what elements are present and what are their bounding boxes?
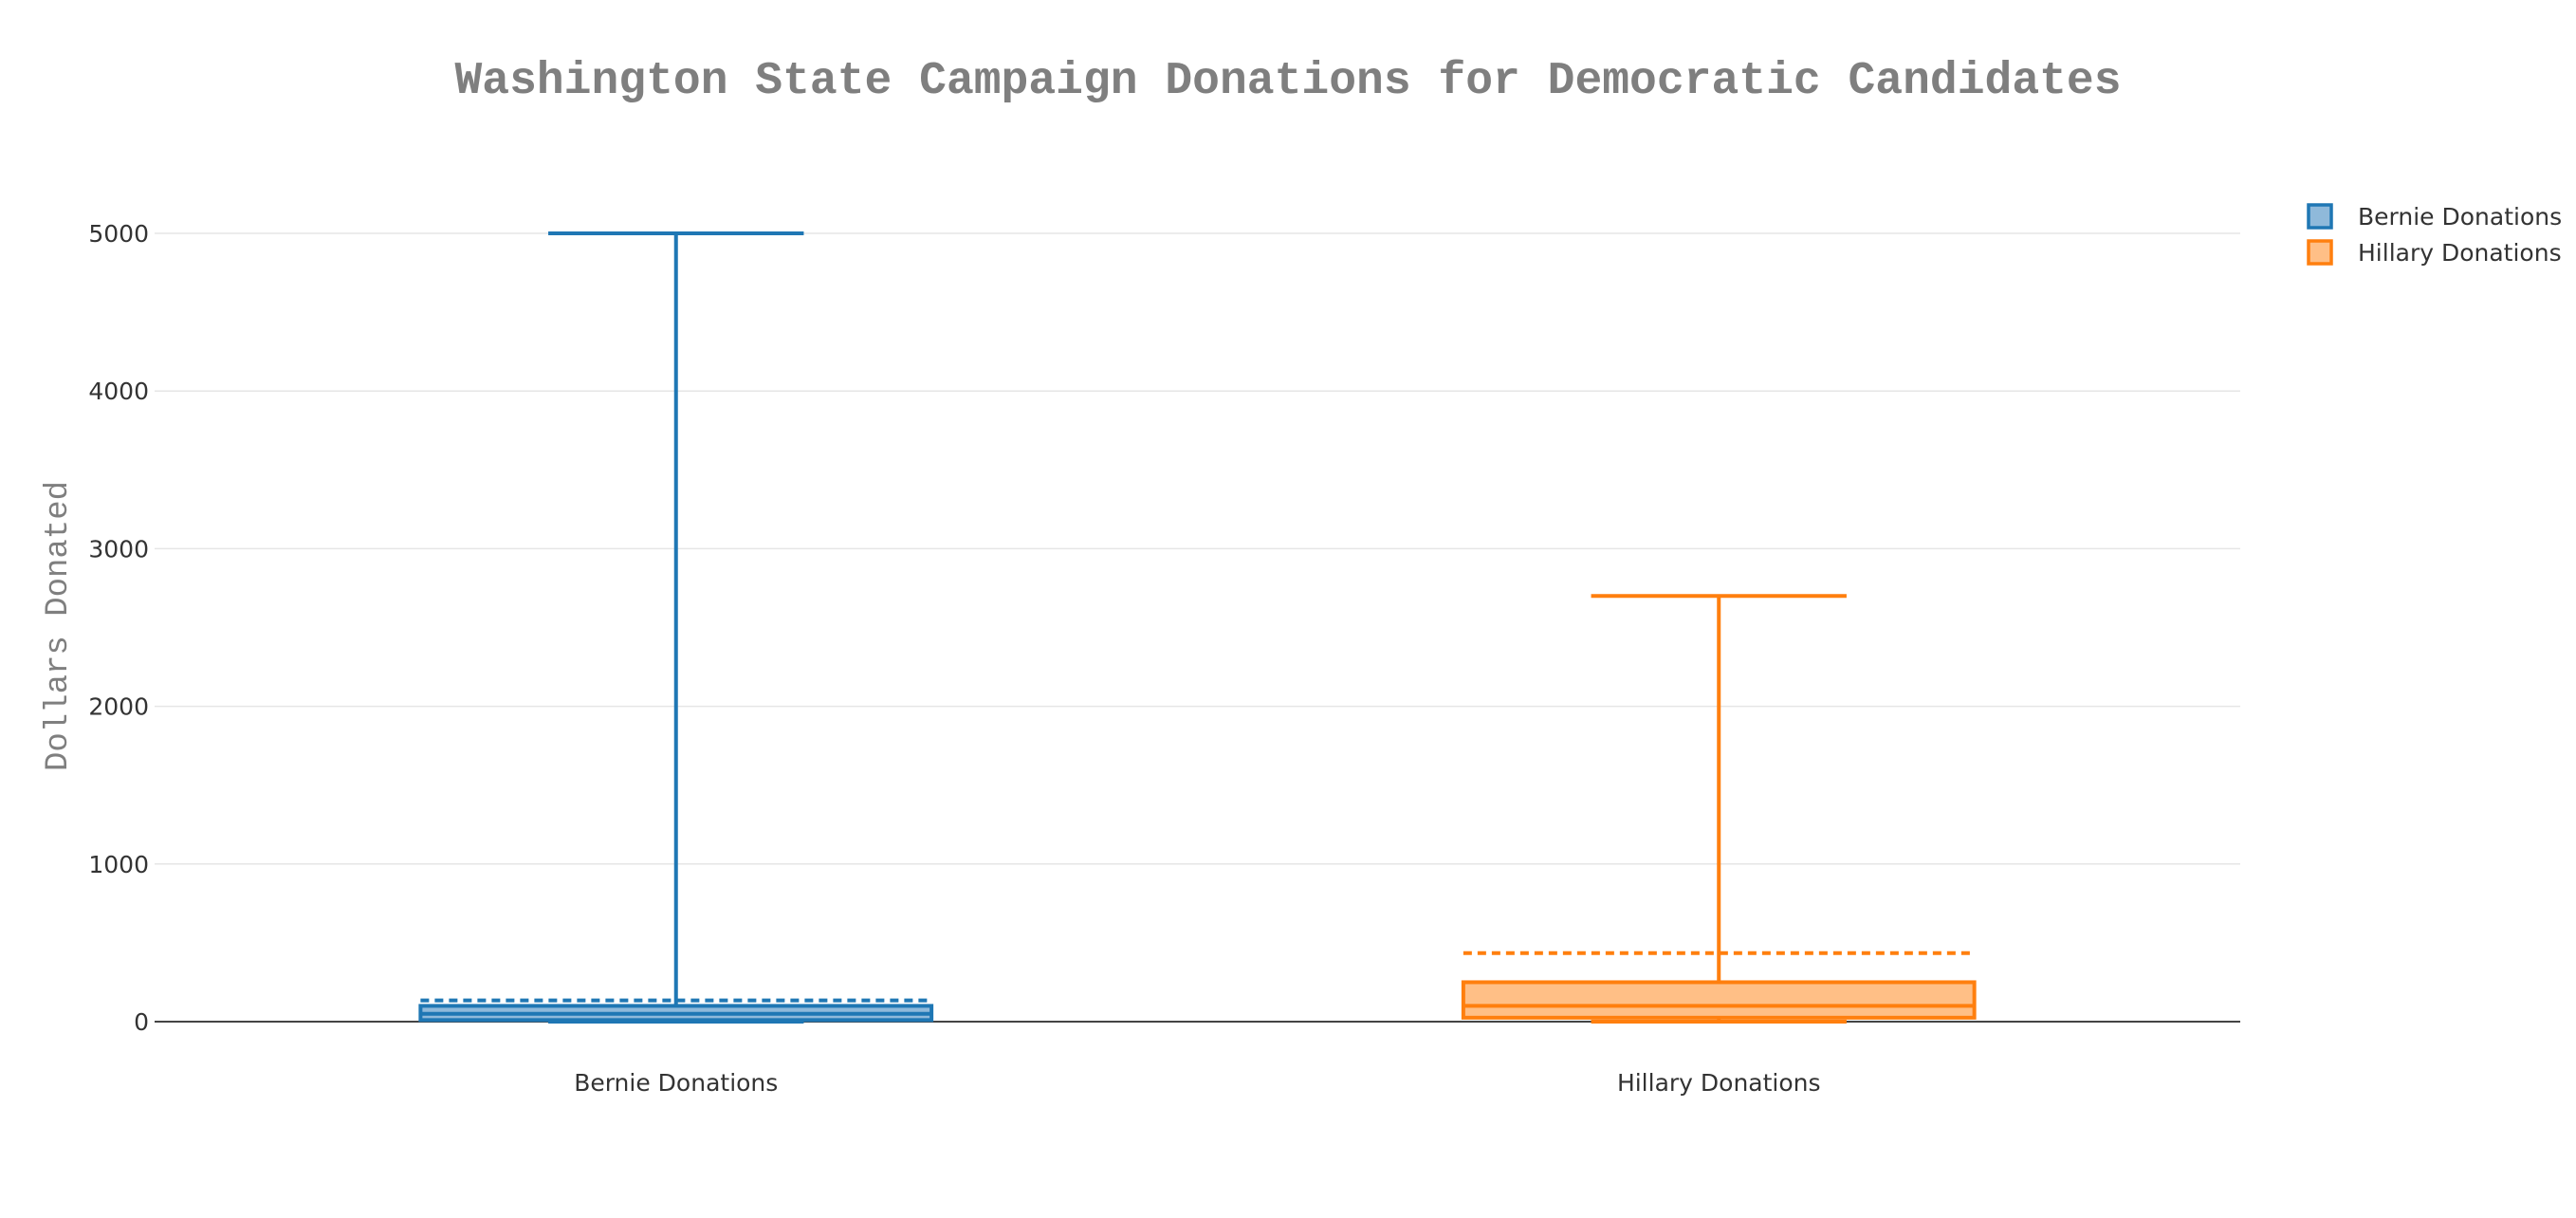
legend-label: Hillary Donations [2358,239,2562,267]
y-tick-label: 4000 [88,378,149,405]
legend-item-hillary[interactable]: Hillary Donations [2309,239,2562,267]
legend-swatch [2309,241,2331,264]
legend-swatch [2309,205,2331,228]
chart-title: Washington State Campaign Donations for … [454,56,2121,107]
box-trace-hillary [1463,596,1975,1022]
gridlines [155,233,2240,1022]
y-tick-label: 1000 [88,851,149,878]
y-tick-label: 3000 [88,535,149,563]
y-tick-label: 2000 [88,693,149,721]
legend[interactable]: Bernie Donations Hillary Donations [2309,203,2562,267]
y-axis-label: Dollars Donated [41,481,77,771]
box-trace-bernie [420,233,931,1022]
x-category-label: Bernie Donations [574,1069,778,1097]
box-traces [420,233,1974,1022]
iqr-box [1463,982,1975,1017]
x-axis-category-labels: Bernie Donations Hillary Donations [574,1069,1820,1097]
legend-label: Bernie Donations [2358,203,2562,231]
y-tick-label: 5000 [88,220,149,248]
y-axis-ticks: 0 1000 2000 3000 4000 5000 [88,220,149,1036]
x-category-label: Hillary Donations [1617,1069,1821,1097]
y-tick-label: 0 [134,1008,149,1036]
legend-item-bernie[interactable]: Bernie Donations [2309,203,2562,231]
